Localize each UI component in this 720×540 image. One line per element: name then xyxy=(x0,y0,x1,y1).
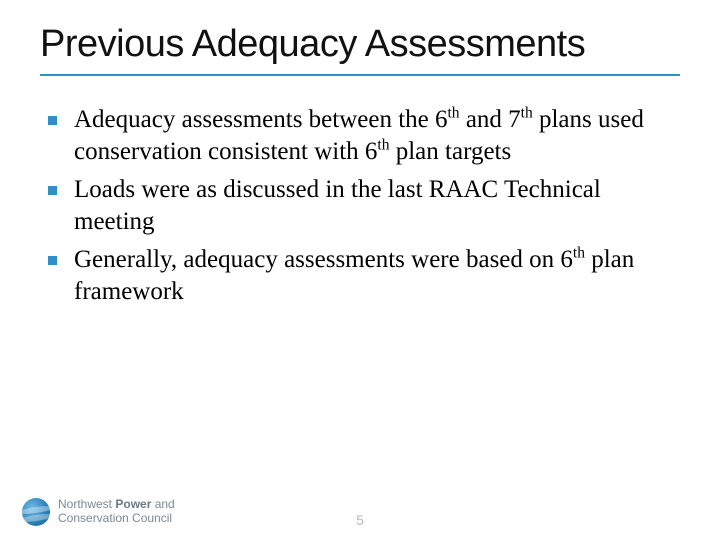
bullet-item: Generally, adequacy assessments were bas… xyxy=(44,244,680,308)
slide: Previous Adequacy Assessments Adequacy a… xyxy=(0,0,720,540)
bullet-text: Adequacy assessments between the 6 xyxy=(74,106,448,133)
bullet-item: Adequacy assessments between the 6th and… xyxy=(44,104,680,168)
org-line1-a: Northwest xyxy=(58,497,115,511)
page-number: 5 xyxy=(0,512,720,528)
org-line1-b: Power xyxy=(115,497,151,511)
bullet-list: Adequacy assessments between the 6th and… xyxy=(40,104,680,308)
ordinal-sup: th xyxy=(521,104,533,121)
ordinal-sup: th xyxy=(573,244,585,261)
slide-footer: Northwest Power and Conservation Council… xyxy=(0,484,720,540)
ordinal-sup: th xyxy=(377,136,389,153)
title-underline xyxy=(40,74,680,76)
bullet-text: plan targets xyxy=(389,138,511,165)
bullet-item: Loads were as discussed in the last RAAC… xyxy=(44,174,680,238)
ordinal-sup: th xyxy=(448,104,460,121)
bullet-text: and 7 xyxy=(460,106,521,133)
slide-title: Previous Adequacy Assessments xyxy=(40,24,680,66)
bullet-text: Loads were as discussed in the last RAAC… xyxy=(74,176,601,235)
bullet-text: Generally, adequacy assessments were bas… xyxy=(74,246,573,273)
org-line1-c: and xyxy=(151,497,174,511)
